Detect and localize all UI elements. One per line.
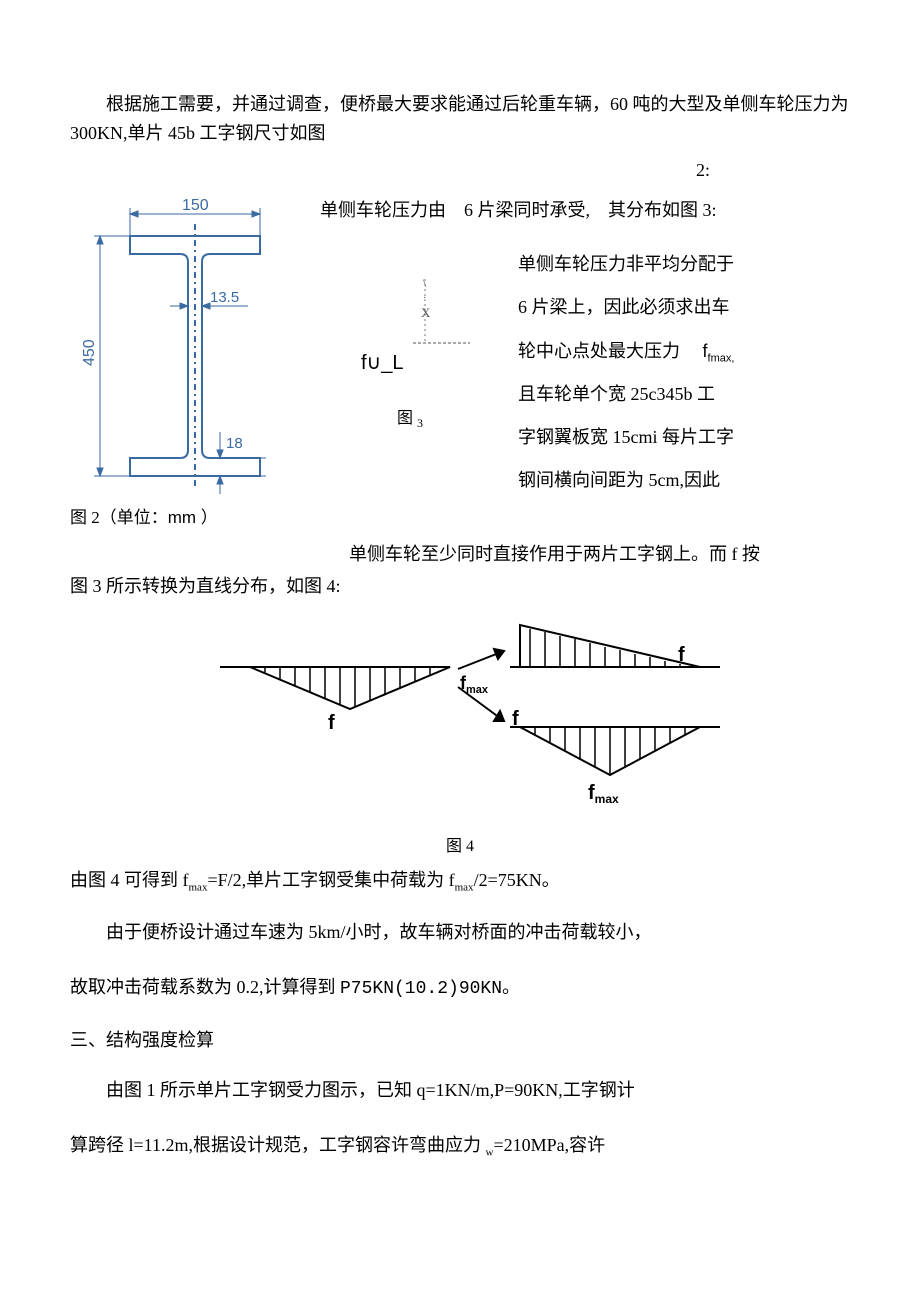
fig3-column: \ · X f∪_L 图 3 [320,243,500,502]
dist-b: 6 片梁同时承受, [464,200,590,220]
rt-line-6: 钢间横向间距为 5cm,因此 [518,459,850,502]
rt-line-4: 且车轮单个宽 25c345b 工 [518,373,850,416]
struct-line-2: 算跨径 l=11.2m,根据设计规范，工字钢容许弯曲应力 w=210MPa,容许 [70,1126,850,1166]
fig3-diagram: \ · X f∪_L [325,243,495,393]
fig2-caption-suffix: （单位：mm ） [100,508,218,527]
fig2-ref-tail: 2: [70,156,850,185]
struct2-b: =210MPa,容许 [493,1135,605,1155]
impact-line: 故取冲击荷载系数为 0.2,计算得到 P75KN(10.2)90KN。 [70,968,850,1010]
fig2-column: 150 450 13.5 [70,196,300,531]
ibeam-diagram: 150 450 13.5 [70,196,300,496]
impact-b: 。 [502,977,520,997]
beams-distribution-line: 单侧车轮压力由 6 片梁同时承受, 其分布如图 3: [320,196,850,225]
fig3-f-label: f∪_L [361,352,403,374]
figure-row: 150 450 13.5 [70,196,850,531]
fig4-caption: 图 4 [70,834,850,860]
fig3-caption: 图 3 [320,406,500,433]
rt-fmax: ffmax, [703,341,735,361]
web-dim-label: 13.5 [210,289,239,306]
fmax-end: /2=75KN。 [474,870,560,890]
right-column: 单侧车轮压力由 6 片梁同时承受, 其分布如图 3: \ · X f∪_L 图 … [320,196,850,531]
fig3-x3: X [421,305,431,320]
section-3-heading: 三、结构强度检算 [70,1026,850,1055]
fig3-x1: \ [423,276,427,290]
after-mid-block: 单侧车轮至少同时直接作用于两片工字钢上。而 f 按 图 3 所示转换为直线分布，… [70,540,850,602]
fig3-caption-prefix: 图 [397,410,413,427]
fig2-caption: 图 2（单位：mm ） [70,504,300,531]
fmax-sub1: max [189,881,208,893]
height-dim-label: 450 [81,340,98,367]
fmax-sub2: max [455,881,474,893]
fig4-wrap: f f [70,617,850,826]
rt-line-2: 6 片梁上，因此必须求出车 [518,286,850,329]
fig4-f-left: f [328,712,335,734]
fig4-fmax-mid: fmax [460,673,489,696]
after-mid-line1: 单侧车轮至少同时直接作用于两片工字钢上。而 f 按 [70,540,850,569]
struct2-a: 算跨径 l=11.2m,根据设计规范，工字钢容许弯曲应力 [70,1135,485,1155]
rt-line-3: 轮中心点处最大压力 ffmax, [518,330,850,373]
rt-fmax-sub: fmax, [708,352,735,364]
fmax-a: 由图 4 可得到 f [70,870,189,890]
impact-a: 故取冲击荷载系数为 0.2,计算得到 [70,977,340,997]
fig4-diagram: f f [180,617,740,817]
fmax-mid: =F/2,单片工字钢受集中荷载为 f [207,870,454,890]
rt-line-1: 单侧车轮压力非平均分配于 [518,243,850,286]
fig4-f-tr: f [678,644,685,666]
fig3-and-text: \ · X f∪_L 图 3 单侧车轮压力非平均分配于 6 片梁上，因此必须求出… [320,243,850,502]
fig3-caption-num: 3 [417,416,423,430]
speed-line: 由于便桥设计通过车速为 5km/小时，故车辆对桥面的冲击荷载较小， [70,913,850,953]
dist-a: 单侧车轮压力由 [320,200,446,220]
struct-line-1: 由图 1 所示单片工字钢受力图示，已知 q=1KN/m,P=90KN,工字钢计 [70,1071,850,1111]
intro-paragraph: 根据施工需要，并通过调查，便桥最大要求能通过后轮重车辆，60 吨的大型及单侧车轮… [70,90,850,148]
impact-mono: P75KN(10.2)90KN [340,979,502,999]
rt-line-3a: 轮中心点处最大压力 [518,341,680,361]
fig4-f-br: f [512,708,519,730]
right-paragraph: 单侧车轮压力非平均分配于 6 片梁上，因此必须求出车 轮中心点处最大压力 ffm… [518,243,850,502]
after-mid-line2: 图 3 所示转换为直线分布，如图 4: [70,572,850,601]
fig4-fmax-br: fmax [588,782,619,806]
dist-c: 其分布如图 3: [608,200,717,220]
fig2-caption-prefix: 图 2 [70,508,100,527]
flange-dim-label: 18 [226,435,243,452]
width-dim-label: 150 [182,197,209,214]
rt-line-5: 字钢翼板宽 15cmi 每片工字 [518,416,850,459]
fmax-result-line: 由图 4 可得到 fmax=F/2,单片工字钢受集中荷载为 fmax/2=75K… [70,866,850,897]
